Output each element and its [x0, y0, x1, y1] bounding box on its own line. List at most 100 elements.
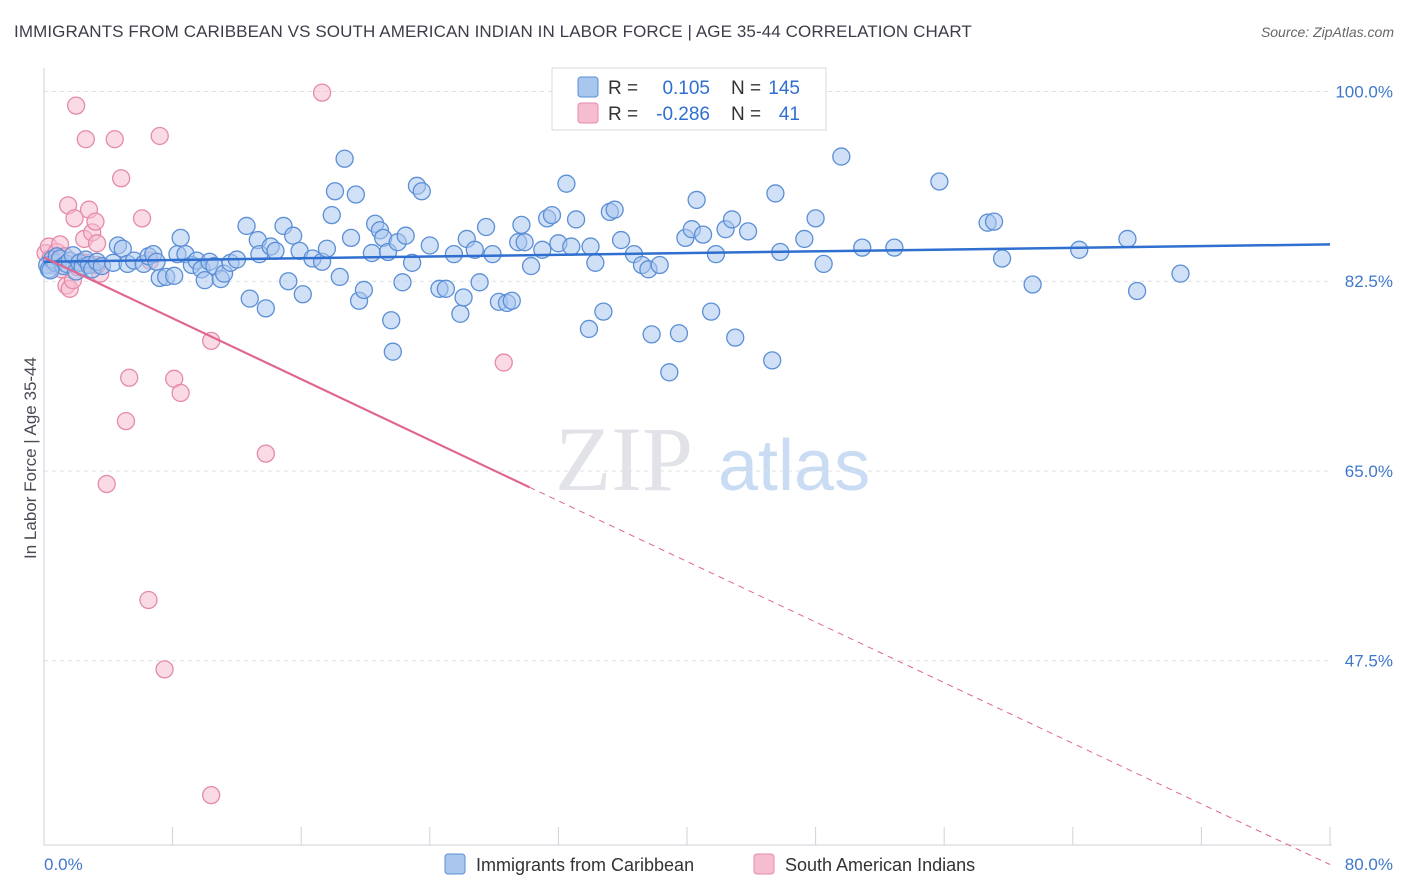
south-american-indians-trend-extension — [529, 486, 1331, 865]
caribbean-point-139 — [984, 212, 1004, 231]
caribbean-point-104 — [579, 319, 599, 339]
caribbean-point-65 — [354, 280, 374, 300]
legend-swatch-blue — [577, 76, 599, 98]
caribbean-trend-line — [43, 243, 1331, 263]
south-american-indians-point-39 — [256, 444, 275, 463]
south-american-indians-point-41 — [494, 353, 513, 372]
watermark-zip: ZIP — [555, 408, 693, 510]
caribbean-point-109 — [605, 200, 624, 219]
south-american-indians-point-12 — [65, 209, 84, 228]
caribbean-point-72 — [383, 342, 402, 361]
caribbean-point-110 — [611, 230, 631, 250]
legend-r-value-1: 0.105 — [662, 78, 710, 99]
series-legend-label-caribbean: Immigrants from Caribbean — [476, 855, 694, 875]
caribbean-point-60 — [330, 267, 349, 287]
y-tick-label-0: 100.0% — [1335, 83, 1393, 102]
series-south-american-indians-points — [36, 83, 513, 805]
caribbean-point-133 — [814, 254, 833, 274]
caribbean-point-43 — [237, 216, 256, 236]
caribbean-point-96 — [521, 256, 541, 276]
legend-n-value-1: 145 — [768, 78, 800, 99]
caribbean-point-66 — [362, 243, 382, 263]
y-axis-label: In Labor Force | Age 35-44 — [21, 357, 40, 559]
caribbean-point-99 — [542, 205, 562, 225]
y-tick-label-3: 47.5% — [1345, 652, 1393, 671]
watermark-atlas: atlas — [718, 426, 870, 506]
caribbean-point-82 — [444, 244, 464, 264]
south-american-indians-point-26 — [112, 169, 131, 188]
caribbean-point-89 — [483, 244, 502, 264]
series-legend-swatch-pink — [753, 853, 775, 875]
south-american-indians-point-29 — [97, 474, 116, 494]
caribbean-point-86 — [465, 240, 484, 259]
caribbean-point-128 — [763, 351, 782, 370]
caribbean-point-57 — [317, 239, 337, 258]
y-tick-label-1: 82.5% — [1345, 272, 1393, 291]
caribbean-point-92 — [502, 291, 521, 310]
caribbean-point-117 — [669, 324, 689, 343]
series-legend: Immigrants from Caribbean South American… — [444, 853, 975, 875]
caribbean-point-101 — [557, 174, 576, 193]
caribbean-point-107 — [594, 302, 613, 321]
y-tick-label-2: 65.0% — [1345, 462, 1393, 481]
south-american-indians-point-16 — [76, 130, 95, 149]
legend-n-label-1: N = — [731, 78, 761, 99]
caribbean-point-105 — [581, 237, 600, 256]
south-american-indians-trend-line — [43, 256, 530, 489]
caribbean-point-84 — [454, 288, 473, 307]
caribbean-point-136 — [885, 238, 904, 257]
caribbean-point-122 — [701, 302, 721, 321]
caribbean-point-102 — [562, 237, 581, 256]
caribbean-point-143 — [1118, 229, 1137, 249]
caribbean-point-61 — [335, 149, 354, 168]
caribbean-point-47 — [256, 299, 275, 318]
south-american-indians-point-27 — [120, 368, 139, 387]
caribbean-point-137 — [930, 172, 949, 191]
caribbean-point-87 — [470, 273, 489, 292]
caribbean-point-44 — [240, 289, 259, 308]
caribbean-point-52 — [284, 226, 303, 245]
caribbean-point-103 — [566, 210, 586, 229]
caribbean-point-121 — [693, 225, 713, 244]
south-american-indians-point-36 — [171, 383, 190, 403]
caribbean-point-106 — [586, 253, 605, 272]
series-legend-swatch-blue — [444, 853, 466, 875]
caribbean-point-135 — [853, 238, 872, 257]
caribbean-point-141 — [1023, 275, 1042, 294]
legend-n-label-2: N = — [731, 104, 761, 125]
caribbean-point-75 — [396, 226, 415, 245]
caribbean-point-88 — [476, 217, 496, 237]
south-american-indians-point-24 — [67, 96, 86, 115]
caribbean-point-59 — [325, 182, 345, 201]
caribbean-point-49 — [266, 241, 285, 261]
caribbean-point-31 — [171, 228, 190, 248]
caribbean-point-115 — [650, 255, 669, 275]
caribbean-point-62 — [341, 228, 361, 248]
chart-title: IMMIGRANTS FROM CARIBBEAN VS SOUTH AMERI… — [14, 22, 972, 41]
caribbean-point-132 — [806, 209, 825, 228]
legend-r-value-2: -0.286 — [656, 104, 710, 125]
south-american-indians-point-20 — [86, 212, 105, 231]
south-american-indians-point-38 — [202, 785, 221, 805]
caribbean-point-144 — [1127, 281, 1147, 301]
stats-legend: R = 0.105 N = 145 R = -0.286 N = 41 — [551, 67, 827, 131]
caribbean-point-95 — [515, 233, 534, 252]
caribbean-point-145 — [1171, 264, 1190, 283]
caribbean-point-114 — [642, 325, 661, 344]
caribbean-point-83 — [451, 304, 470, 323]
caribbean-point-58 — [322, 205, 341, 225]
caribbean-point-140 — [992, 249, 1012, 268]
south-american-indians-point-28 — [116, 411, 136, 431]
axes — [43, 68, 1332, 846]
caribbean-point-76 — [402, 253, 422, 272]
caribbean-point-125 — [722, 210, 742, 229]
south-american-indians-point-32 — [139, 590, 158, 610]
caribbean-point-74 — [393, 273, 412, 292]
caribbean-point-81 — [436, 279, 456, 298]
trend-lines — [43, 243, 1331, 865]
south-american-indians-point-33 — [150, 126, 169, 146]
caribbean-point-51 — [279, 272, 298, 291]
south-american-indians-point-25 — [105, 130, 124, 149]
caribbean-point-29 — [165, 266, 184, 285]
south-american-indians-point-30 — [132, 209, 152, 228]
